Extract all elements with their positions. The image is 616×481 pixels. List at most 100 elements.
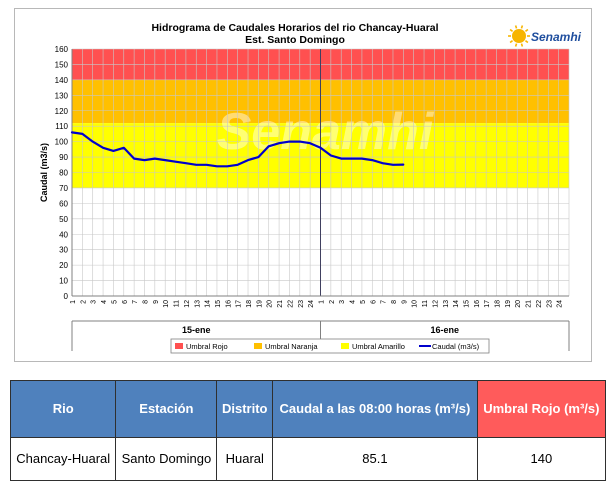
logo-ray <box>509 28 513 32</box>
legend-swatch <box>254 343 262 349</box>
y-tick-label: 130 <box>55 91 69 100</box>
y-tick-label: 80 <box>59 169 68 178</box>
x-tick-label: 2 <box>329 300 336 304</box>
x-tick-label: 24 <box>308 300 315 308</box>
header-umbral-rojo: Umbral Rojo (m³/s) <box>476 380 607 438</box>
header-rio: Rio <box>9 380 117 438</box>
logo-sun-icon <box>512 29 526 43</box>
y-axis-label: Caudal (m3/s) <box>39 143 49 202</box>
y-tick-label: 100 <box>55 138 69 147</box>
x-tick-label: 11 <box>174 300 181 307</box>
cell-estacion: Santo Domingo <box>115 437 218 481</box>
x-tick-label: 9 <box>153 300 160 304</box>
hydrograph-chart: Hidrograma de Caudales Horarios del rio … <box>39 22 582 354</box>
x-tick-label: 17 <box>236 300 243 308</box>
y-tick-label: 70 <box>59 184 68 193</box>
y-tick-label: 90 <box>59 153 68 162</box>
x-tick-label: 14 <box>453 300 460 308</box>
logo-ray <box>520 25 524 29</box>
y-tick-label: 30 <box>59 246 68 255</box>
logo-ray <box>525 40 529 44</box>
y-tick-label: 50 <box>59 215 68 224</box>
y-tick-label: 60 <box>59 199 68 208</box>
y-tick-label: 150 <box>55 60 69 69</box>
x-tick-label: 15 <box>215 300 222 308</box>
x-tick-label: 12 <box>184 300 191 308</box>
x-tick-label: 6 <box>122 300 129 304</box>
x-tick-label: 11 <box>422 300 429 307</box>
x-tick-label: 13 <box>443 300 450 308</box>
y-tick-label: 140 <box>55 76 69 85</box>
x-tick-label: 9 <box>401 300 408 304</box>
logo-ray <box>509 40 513 44</box>
cell-caudal: 85.1 <box>272 437 478 481</box>
x-tick-label: 15 <box>463 300 470 308</box>
x-tick-label: 16 <box>474 300 481 308</box>
x-tick-label: 5 <box>360 300 367 304</box>
logo-ray <box>514 25 518 29</box>
legend-label: Umbral Amarillo <box>352 342 405 351</box>
x-tick-label: 10 <box>412 300 419 308</box>
cell-rio: Chancay-Huaral <box>9 437 117 481</box>
senamhi-logo: Senamhi <box>508 25 582 47</box>
x-tick-label: 8 <box>142 300 149 304</box>
day-label: 16-ene <box>430 325 459 335</box>
table-header-row: Rio Estación Distrito Caudal a las 08:00… <box>9 380 607 438</box>
x-tick-label: 17 <box>484 300 491 308</box>
x-tick-label: 3 <box>339 300 346 304</box>
x-tick-label: 3 <box>91 300 98 304</box>
chart-title: Hidrograma de Caudales Horarios del rio … <box>151 22 438 34</box>
x-tick-label: 1 <box>70 300 77 304</box>
x-tick-label: 22 <box>536 300 543 308</box>
logo-ray <box>525 28 529 32</box>
y-tick-label: 40 <box>59 230 68 239</box>
y-tick-label: 10 <box>59 277 68 286</box>
x-tick-label: 18 <box>246 300 253 308</box>
x-tick-label: 6 <box>370 300 377 304</box>
table-row: Chancay-Huaral Santo Domingo Huaral 85.1… <box>9 437 607 481</box>
legend-label: Caudal (m3/s) <box>432 342 480 351</box>
day-label: 15-ene <box>182 325 211 335</box>
x-tick-label: 7 <box>132 300 139 304</box>
x-tick-label: 13 <box>194 300 201 308</box>
x-tick-label: 20 <box>267 300 274 308</box>
x-tick-label: 4 <box>101 300 108 304</box>
x-tick-label: 16 <box>225 300 232 308</box>
x-tick-label: 1 <box>319 300 326 304</box>
chart-subtitle: Est. Santo Domingo <box>245 34 345 46</box>
header-estacion: Estación <box>115 380 218 438</box>
x-tick-label: 22 <box>287 300 294 308</box>
cell-umbral-rojo: 140 <box>476 437 607 481</box>
x-tick-label: 21 <box>526 300 533 308</box>
x-tick-label: 20 <box>515 300 522 308</box>
x-tick-label: 12 <box>432 300 439 308</box>
station-table: Rio Estación Distrito Caudal a las 08:00… <box>9 380 607 481</box>
y-tick-label: 20 <box>59 261 68 270</box>
logo-ray <box>520 43 524 47</box>
x-tick-label: 8 <box>391 300 398 304</box>
x-tick-label: 4 <box>350 300 357 304</box>
x-tick-label: 10 <box>163 300 170 308</box>
header-distrito: Distrito <box>216 380 274 438</box>
logo-ray <box>514 43 518 47</box>
x-tick-label: 19 <box>505 300 512 308</box>
x-tick-label: 14 <box>205 300 212 308</box>
x-tick-label: 19 <box>256 300 263 308</box>
legend-label: Umbral Naranja <box>265 342 318 351</box>
x-tick-label: 23 <box>298 300 305 308</box>
legend-swatch <box>341 343 349 349</box>
x-tick-label: 21 <box>277 300 284 308</box>
y-tick-label: 160 <box>55 45 69 54</box>
legend-swatch <box>175 343 183 349</box>
legend-label: Umbral Rojo <box>186 342 228 351</box>
x-tick-label: 5 <box>111 300 118 304</box>
legend-box <box>170 338 490 354</box>
series-line-0 <box>70 131 405 168</box>
y-tick-label: 120 <box>55 107 69 116</box>
y-tick-label: 0 <box>64 292 69 301</box>
x-tick-label: 18 <box>495 300 502 308</box>
header-caudal: Caudal a las 08:00 horas (m³/s) <box>272 380 478 438</box>
cell-distrito: Huaral <box>216 437 274 481</box>
x-tick-label: 2 <box>80 300 87 304</box>
logo-text: Senamhi <box>531 30 582 44</box>
